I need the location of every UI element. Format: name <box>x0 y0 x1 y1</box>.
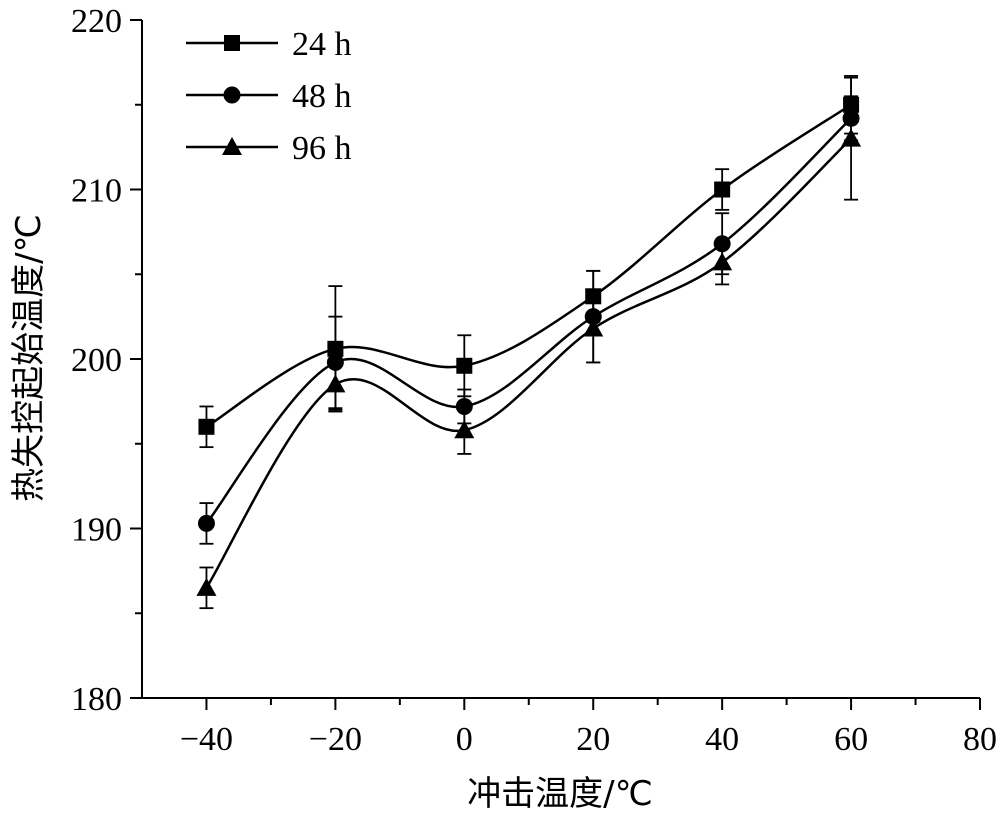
legend-marker <box>224 35 240 51</box>
legend-marker <box>223 86 241 104</box>
y-tick-label: 200 <box>71 342 122 379</box>
y-tick-label: 210 <box>71 173 122 210</box>
data-point-1 <box>714 181 731 198</box>
data-point-1 <box>456 357 473 374</box>
data-markers <box>196 96 862 596</box>
x-tick-label: −40 <box>180 721 233 758</box>
legend-label: 24 h <box>292 26 352 63</box>
data-point-3 <box>841 128 862 147</box>
series-lines <box>205 103 852 589</box>
data-point-2 <box>326 353 344 371</box>
series-line-3 <box>205 137 852 589</box>
legend: 24 h 48 h 96 h <box>186 26 352 167</box>
y-tick-label: 190 <box>71 512 122 549</box>
x-tick-label: 80 <box>963 721 997 758</box>
y-tick-label: 220 <box>71 3 122 40</box>
x-tick-label: 60 <box>834 721 868 758</box>
tick-labels: −40 −20 0 20 40 60 80 180 190 200 210 220 <box>71 3 997 758</box>
data-point-2 <box>713 235 731 253</box>
series-line-1 <box>205 103 852 428</box>
series-line-2 <box>205 117 852 525</box>
y-tick-label: 180 <box>71 681 122 718</box>
data-point-3 <box>196 577 217 596</box>
data-point-1 <box>585 288 602 305</box>
x-axis-title: 冲击温度/℃ <box>467 774 653 814</box>
legend-label: 96 h <box>292 130 352 167</box>
x-tick-label: 40 <box>705 721 739 758</box>
data-point-3 <box>712 252 733 271</box>
data-point-1 <box>327 340 344 357</box>
data-point-3 <box>325 374 346 393</box>
data-point-2 <box>197 514 215 532</box>
x-tick-label: −20 <box>309 721 362 758</box>
x-tick-label: 0 <box>456 721 473 758</box>
tick-marks <box>130 19 981 710</box>
x-tick-label: 20 <box>576 721 610 758</box>
data-point-2 <box>455 397 473 415</box>
data-point-1 <box>198 418 215 435</box>
legend-marker <box>222 137 242 155</box>
data-point-3 <box>583 318 604 337</box>
data-point-2 <box>842 109 860 127</box>
data-point-2 <box>584 308 602 326</box>
legend-label: 48 h <box>292 78 352 115</box>
data-point-1 <box>843 96 860 113</box>
data-point-3 <box>454 420 475 439</box>
y-axis-title: 热失控起始温度/℃ <box>9 214 49 502</box>
